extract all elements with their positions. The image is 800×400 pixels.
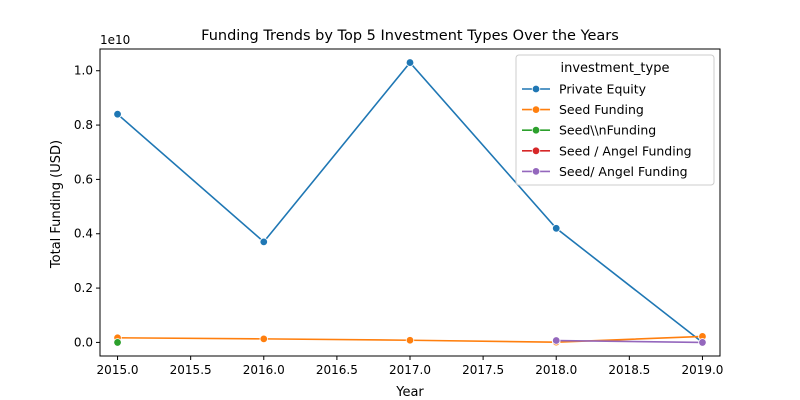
legend-label: Seed\\nFunding: [559, 123, 656, 138]
x-tick-label: 2019.0: [681, 363, 723, 377]
x-axis-label: Year: [395, 385, 424, 400]
legend-entry: Seed Funding: [522, 102, 644, 117]
x-tick-label: 2015.5: [170, 363, 212, 377]
legend-marker: [531, 167, 541, 176]
data-point: [552, 224, 561, 233]
series-seed-funding: [113, 332, 707, 347]
y-tick-label: 0.8: [74, 118, 93, 132]
x-tick-label: 2017.5: [462, 363, 504, 377]
x-axis-ticks: 2015.0 2015.5 2016.0 2016.5 2017.0 2017.5 2018…: [97, 356, 723, 377]
legend-entry: Seed/ Angel Funding: [522, 164, 688, 179]
y-axis-label: Total Funding (USD): [49, 140, 64, 269]
legend-label: Seed / Angel Funding: [559, 143, 692, 158]
legend-title: investment_type: [561, 61, 670, 76]
series-seed-nfunding: [113, 338, 122, 347]
x-tick-label: 2017.0: [389, 363, 431, 377]
legend-marker: [531, 105, 541, 114]
legend-entry: Seed / Angel Funding: [522, 143, 692, 158]
x-tick-label: 2018.5: [608, 363, 650, 377]
series-seed-angel-funding: [552, 336, 707, 347]
x-tick-label: 2015.0: [97, 363, 139, 377]
legend: investment_type Private Equity Seed Fundi…: [515, 54, 715, 186]
data-point: [113, 110, 122, 119]
data-point: [405, 58, 415, 67]
data-point: [552, 336, 561, 345]
data-point: [259, 334, 268, 344]
plot-frame: [99, 48, 721, 357]
legend-entry: Private Equity: [522, 82, 647, 97]
legend-entries: Private Equity Seed Funding Seed\\nFunding…: [522, 82, 692, 179]
y-tick-label: 1.0: [74, 64, 93, 78]
legend-box: [515, 54, 715, 186]
chart-title: Funding Trends by Top 5 Investment Types…: [201, 28, 619, 44]
x-tick-label: 2018.0: [535, 363, 577, 377]
legend-entry: Seed\\nFunding: [522, 123, 656, 138]
data-point: [259, 237, 268, 247]
data-point: [113, 338, 122, 347]
y-tick-label: 0.4: [74, 227, 93, 241]
y-offset-label: 1e10: [100, 33, 130, 47]
legend-label: Seed Funding: [559, 102, 644, 117]
y-tick-label: 0.2: [74, 281, 93, 295]
legend-label: Private Equity: [559, 82, 647, 97]
legend-marker: [531, 84, 541, 94]
series-line: [556, 339, 703, 344]
legend-marker: [531, 146, 541, 155]
x-tick-label: 2016.5: [316, 363, 358, 377]
y-tick-label: 0.6: [74, 172, 93, 186]
series-layer: [113, 58, 707, 347]
legend-marker: [531, 125, 541, 135]
y-axis-ticks: 0.0 0.2 0.4 0.6 0.8 1.0: [74, 64, 100, 349]
y-tick-label: 0.0: [74, 335, 93, 349]
data-point: [405, 336, 415, 345]
legend-label: Seed/ Angel Funding: [559, 164, 688, 179]
data-point: [698, 338, 707, 347]
x-tick-label: 2016.0: [243, 363, 285, 377]
